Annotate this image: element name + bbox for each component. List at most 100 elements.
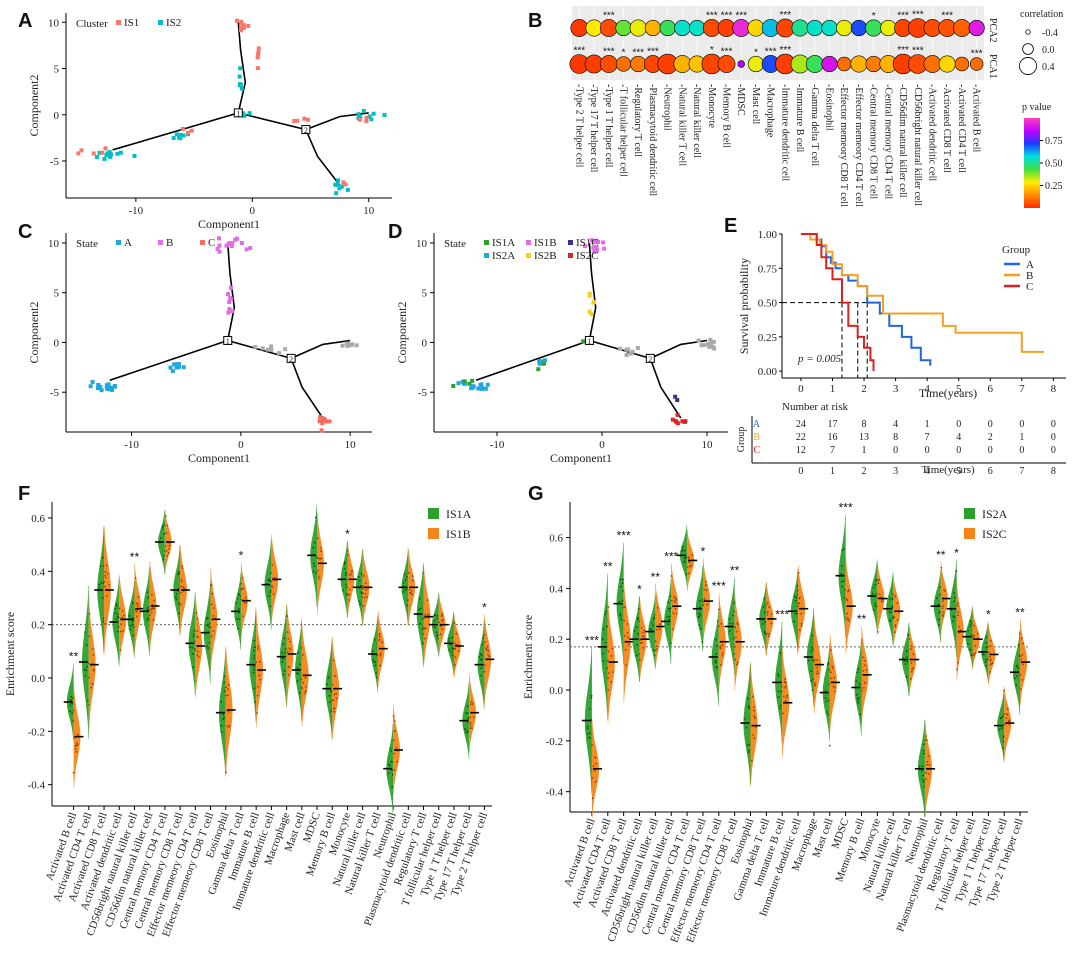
x-tick-label: 0 [250,205,256,217]
sample-dot [240,582,243,585]
cell-point [110,387,115,392]
sample-dot [149,608,152,611]
sample-dot [602,652,604,655]
cell-point [594,245,599,250]
y-tick-label: 0.25 [758,332,778,344]
cell-point [354,343,359,348]
sample-dot [84,631,87,634]
risk-table-x-tick: 8 [1051,466,1056,477]
bubble-category-label: -Type 1 T helper cell [603,84,614,168]
sample-dot [236,597,239,600]
sample-dot [405,576,408,578]
trajectory-branch [649,358,682,419]
cell-point [302,116,307,121]
sample-dot [607,650,610,653]
risk-table-cell: 0 [1051,419,1056,430]
cell-point [333,182,338,187]
bubble-category-label: -Neutrophil [662,84,673,131]
sample-dot [974,644,977,647]
bubble-category-label: -Memory B cell [721,84,732,148]
sample-dot [859,713,861,716]
y-axis-label: Component2 [27,75,41,137]
sample-dot [164,515,167,517]
sample-dot [753,717,756,719]
sample-dot [656,648,658,651]
cell-point [624,347,629,352]
panel-d-chart: -10 0 10 -5 0 5 10 Component1 Component2 1 2 State I… [395,233,728,465]
sample-dot [313,541,316,544]
legend-swatch [158,240,163,245]
sample-dot [134,577,137,579]
sample-dot [656,606,659,609]
cell-point [172,362,177,367]
sample-dot [668,607,670,610]
sample-dot [635,654,638,657]
sample-dot [699,627,702,630]
y-tick-label: 5 [54,64,60,76]
y-tick-label: 5 [54,288,60,300]
cell-point [589,312,594,317]
sample-dot [841,565,843,567]
risk-table-x-tick: 1 [830,466,835,477]
sample-dot [174,596,177,599]
sample-dot [271,585,274,588]
sample-dot [421,628,424,630]
sample-dot [953,592,955,594]
sample-dot [619,614,622,617]
sample-dot [767,635,770,638]
sample-dot [75,744,78,747]
sample-dot [108,584,111,586]
sample-dot [407,572,410,574]
sample-dot [72,771,75,774]
cell-point [705,342,710,347]
cell-point [228,285,233,290]
sample-dot [312,546,315,549]
sample-dot [670,575,673,577]
sample-dot [968,625,971,628]
y-axis-label: Enrichment score [521,615,535,699]
sample-dot [985,664,987,667]
sample-dot [98,586,101,589]
sample-dot [297,673,300,675]
sample-dot [610,655,613,657]
sample-dot [92,654,95,656]
branch-node-label: 2 [289,355,293,364]
sample-dot [242,587,245,590]
sample-dot [785,685,787,688]
sample-dot [807,659,810,662]
sample-dot [136,609,139,611]
branch-node-label: 1 [226,337,230,346]
sample-dot [826,663,829,666]
y-tick-label: 0 [422,337,428,349]
sample-dot [345,572,348,574]
sample-dot [318,577,321,580]
sample-dot [813,660,815,663]
significance-stars: ** [730,564,740,578]
sample-dot [828,669,831,671]
pca1-significance: *** [721,46,733,57]
sample-dot [957,611,960,613]
sample-dot [716,644,719,647]
sample-dot [343,561,346,564]
legend-swatch [964,528,975,539]
sample-dot [304,692,306,695]
sample-dot [639,659,641,661]
y-tick-label: 0.4 [549,583,563,595]
cell-point [256,50,261,55]
pca1-significance: *** [647,46,659,57]
sample-dot [365,588,368,591]
sample-dot [393,720,396,722]
y-tick-label: -5 [50,387,60,399]
sample-dot [220,731,223,733]
sample-dot [624,648,627,651]
sample-dot [894,595,897,598]
sample-dot [753,715,755,717]
risk-table-cell: 0 [988,419,993,430]
sample-dot [287,674,290,676]
sample-dot [592,765,595,768]
sample-dot [469,716,471,719]
sample-dot [797,605,800,607]
sample-dot [638,607,640,610]
legend-title: Group [1002,244,1031,256]
sample-dot [622,589,624,592]
